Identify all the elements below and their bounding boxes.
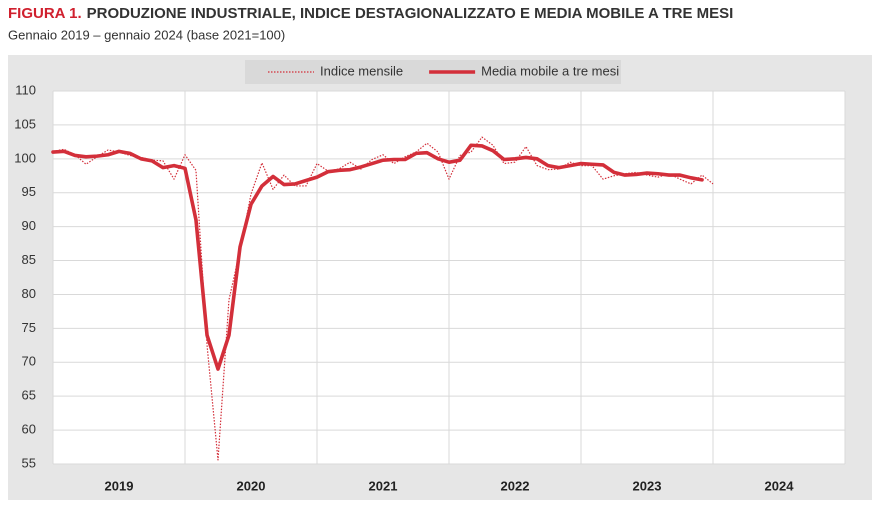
x-tick-label: 2023: [633, 478, 662, 493]
y-tick-label: 85: [22, 252, 36, 267]
y-tick-label: 80: [22, 286, 36, 301]
series-line: [52, 136, 714, 461]
x-tick-label: 2022: [501, 478, 530, 493]
y-tick-label: 70: [22, 354, 36, 369]
x-tick-label: 2024: [765, 478, 795, 493]
chart-subtitle: Gennaio 2019 – gennaio 2024 (base 2021=1…: [8, 27, 285, 42]
legend: Indice mensile Media mobile a tre mesi: [245, 60, 621, 84]
series-line: [51, 143, 704, 371]
y-tick-label: 90: [22, 218, 36, 233]
legend-label: Indice mensile: [320, 63, 403, 78]
y-tick-label: 55: [22, 455, 36, 470]
y-tick-label: 105: [14, 116, 36, 131]
y-tick-label: 65: [22, 388, 36, 403]
figure-label: FIGURA 1.: [8, 5, 82, 22]
y-tick-label: 75: [22, 320, 36, 335]
x-tick-label: 2021: [369, 478, 398, 493]
y-tick-label: 100: [14, 150, 36, 165]
x-tick-label: 2019: [105, 478, 134, 493]
legend-label: Media mobile a tre mesi: [481, 63, 619, 78]
chart-title: FIGURA 1. PRODUZIONE INDUSTRIALE, INDICE …: [8, 5, 733, 22]
y-tick-label: 110: [15, 82, 36, 97]
x-tick-label: 2020: [237, 478, 266, 493]
y-tick-label: 60: [22, 422, 36, 437]
y-tick-label: 95: [22, 184, 36, 199]
title-text: PRODUZIONE INDUSTRIALE, INDICE DESTAGION…: [87, 5, 734, 22]
